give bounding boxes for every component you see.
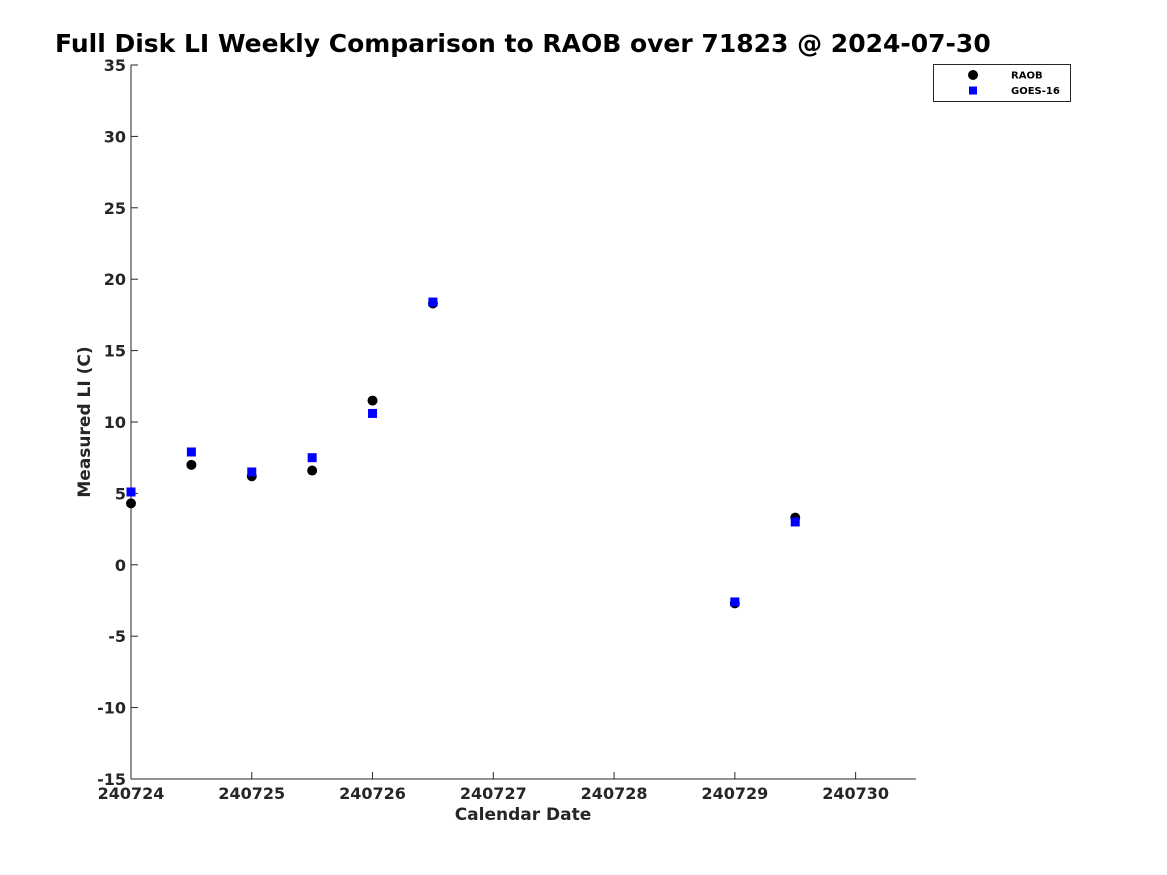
x-axis-label: Calendar Date bbox=[455, 805, 592, 825]
data-point bbox=[790, 517, 800, 527]
y-tick-label: -5 bbox=[108, 627, 126, 646]
data-point bbox=[186, 447, 196, 457]
data-point bbox=[126, 498, 136, 509]
y-tick-label: 15 bbox=[104, 342, 126, 361]
y-tick-label: 35 bbox=[104, 56, 126, 75]
data-point bbox=[730, 597, 740, 607]
y-tick-label: 5 bbox=[115, 484, 126, 503]
legend: RAOB GOES-16 bbox=[933, 64, 1071, 102]
legend-label: GOES-16 bbox=[1011, 86, 1060, 97]
y-tick-label: -10 bbox=[97, 699, 126, 718]
y-tick-label: -15 bbox=[97, 770, 126, 789]
y-tick-label: 10 bbox=[104, 413, 126, 432]
data-point bbox=[247, 467, 257, 477]
x-tick-label: 240726 bbox=[339, 784, 406, 803]
x-tick-label: 240725 bbox=[218, 784, 285, 803]
data-point bbox=[368, 408, 378, 418]
y-axis-label: Measured LI (C) bbox=[75, 346, 95, 497]
data-points bbox=[126, 297, 801, 609]
x-tick-label: 240729 bbox=[701, 784, 768, 803]
x-tick-label: 240724 bbox=[98, 784, 165, 803]
legend-marker bbox=[969, 86, 977, 95]
y-tick-label: 0 bbox=[115, 556, 126, 575]
x-tick-label: 240727 bbox=[460, 784, 527, 803]
x-tick-label: 240730 bbox=[822, 784, 889, 803]
data-point bbox=[307, 453, 317, 463]
data-point bbox=[428, 297, 438, 307]
data-point bbox=[186, 459, 197, 470]
data-point bbox=[307, 465, 318, 476]
data-point bbox=[126, 487, 136, 497]
y-tick-label: 25 bbox=[104, 199, 126, 218]
legend-label: RAOB bbox=[1011, 71, 1043, 82]
legend-marker bbox=[968, 70, 978, 80]
y-tick-label: 20 bbox=[104, 270, 126, 289]
y-tick-label: 30 bbox=[104, 127, 126, 146]
x-tick-label: 240728 bbox=[581, 784, 648, 803]
series-goes-16 bbox=[126, 297, 800, 607]
data-point bbox=[367, 395, 378, 406]
chart-title: Full Disk LI Weekly Comparison to RAOB o… bbox=[55, 29, 991, 58]
legend-box bbox=[933, 64, 1071, 102]
